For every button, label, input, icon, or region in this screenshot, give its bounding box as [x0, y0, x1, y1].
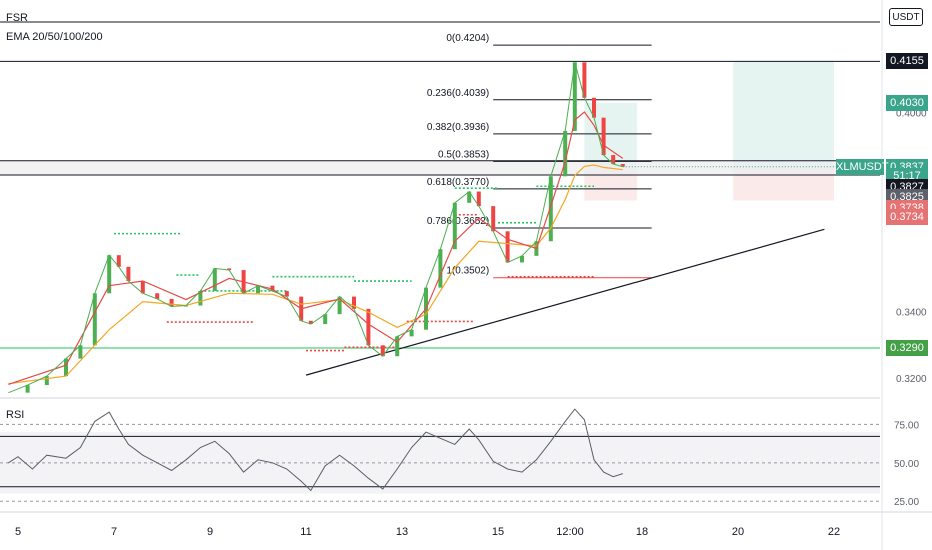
candle-3: [64, 358, 68, 377]
candle-38: [548, 176, 553, 242]
trendline: [305, 228, 825, 376]
target-zone-2: [733, 61, 834, 170]
currency-button[interactable]: USDT: [889, 8, 923, 26]
candle-17: [256, 285, 260, 294]
candle-8: [126, 266, 131, 282]
candle-30: [438, 249, 443, 288]
candle-31: [452, 202, 457, 250]
candle-9: [140, 281, 145, 294]
price-band: [0, 160, 880, 175]
candle-40: [572, 62, 577, 131]
price-tag-1: 0.4155: [886, 53, 928, 70]
candle-11: [169, 298, 174, 307]
ema-indicator-label[interactable]: EMA 20/50/100/200: [6, 31, 103, 43]
candle-33: [476, 191, 481, 207]
fib-label-4: 0.618(0.3770): [427, 177, 489, 188]
price-line: [8, 62, 623, 394]
time-tick-1: 7: [111, 526, 117, 538]
candle-41: [582, 62, 587, 98]
time-tick-2: 9: [207, 526, 213, 538]
symbol-price-label: XLMUSDT: [836, 158, 889, 175]
fib-label-5: 0.786(0.3652): [427, 216, 489, 227]
candle-27: [395, 336, 400, 357]
candle-13: [198, 290, 203, 306]
time-tick-9: 22: [828, 526, 840, 538]
candle-6: [107, 255, 112, 294]
price-tag-9: 0.3290: [886, 339, 928, 356]
candle-24: [352, 296, 356, 309]
candle-5: [92, 293, 97, 346]
candle-2: [44, 376, 49, 386]
candle-26: [380, 345, 385, 357]
candle-43: [601, 117, 606, 156]
fib-label-2: 0.382(0.3936): [427, 122, 489, 133]
price-tick-1: 0.3400: [896, 307, 927, 318]
candle-35: [505, 231, 510, 263]
fib-label-1: 0.236(0.4039): [427, 88, 489, 99]
candle-21: [308, 320, 313, 325]
symbol-label[interactable]: FSR: [6, 12, 28, 24]
candle-28: [409, 329, 414, 337]
ema20-line: [8, 111, 624, 385]
fib-label-6: 1(0.3502): [446, 266, 489, 277]
time-tick-0: 5: [15, 526, 21, 538]
ema50-line: [8, 164, 623, 385]
candle-10: [155, 293, 160, 299]
rsi-line: [8, 408, 623, 492]
candle-1: [25, 385, 30, 393]
price-tag-8: 0.3734: [886, 208, 928, 225]
candle-45: [620, 164, 625, 167]
candle-32: [467, 191, 472, 203]
candle-23: [337, 296, 342, 315]
candle-39: [563, 130, 568, 177]
candle-18: [270, 285, 275, 291]
candle-4: [78, 345, 83, 359]
rsi-tick-2: 25.00: [894, 497, 919, 508]
candle-19: [284, 290, 289, 297]
fib-label-3: 0.5(0.3853): [438, 149, 489, 160]
candle-42: [592, 97, 596, 118]
price-tag-2: 0.4030: [886, 94, 928, 111]
time-tick-8: 20: [732, 526, 744, 538]
candle-22: [323, 314, 328, 325]
time-tick-3: 11: [300, 526, 311, 538]
candle-34: [491, 206, 496, 232]
candle-7: [116, 255, 121, 267]
rsi-title: RSI: [6, 409, 24, 421]
price-tick-2: 0.3200: [896, 374, 927, 385]
price-tick-0: 0.4000: [896, 109, 927, 120]
time-tick-7: 18: [636, 526, 648, 538]
rsi-tick-0: 75.00: [894, 420, 919, 431]
time-tick-4: 13: [396, 526, 408, 538]
time-tick-6: 12:00: [556, 526, 584, 538]
candle-36: [520, 255, 524, 263]
fib-label-0: 0(0.4204): [446, 33, 489, 44]
candle-15: [227, 268, 232, 271]
time-tick-5: 15: [492, 526, 504, 538]
candle-44: [611, 155, 616, 165]
candle-14: [212, 268, 217, 291]
rsi-tick-1: 50.00: [894, 459, 919, 470]
candle-25: [366, 308, 371, 346]
